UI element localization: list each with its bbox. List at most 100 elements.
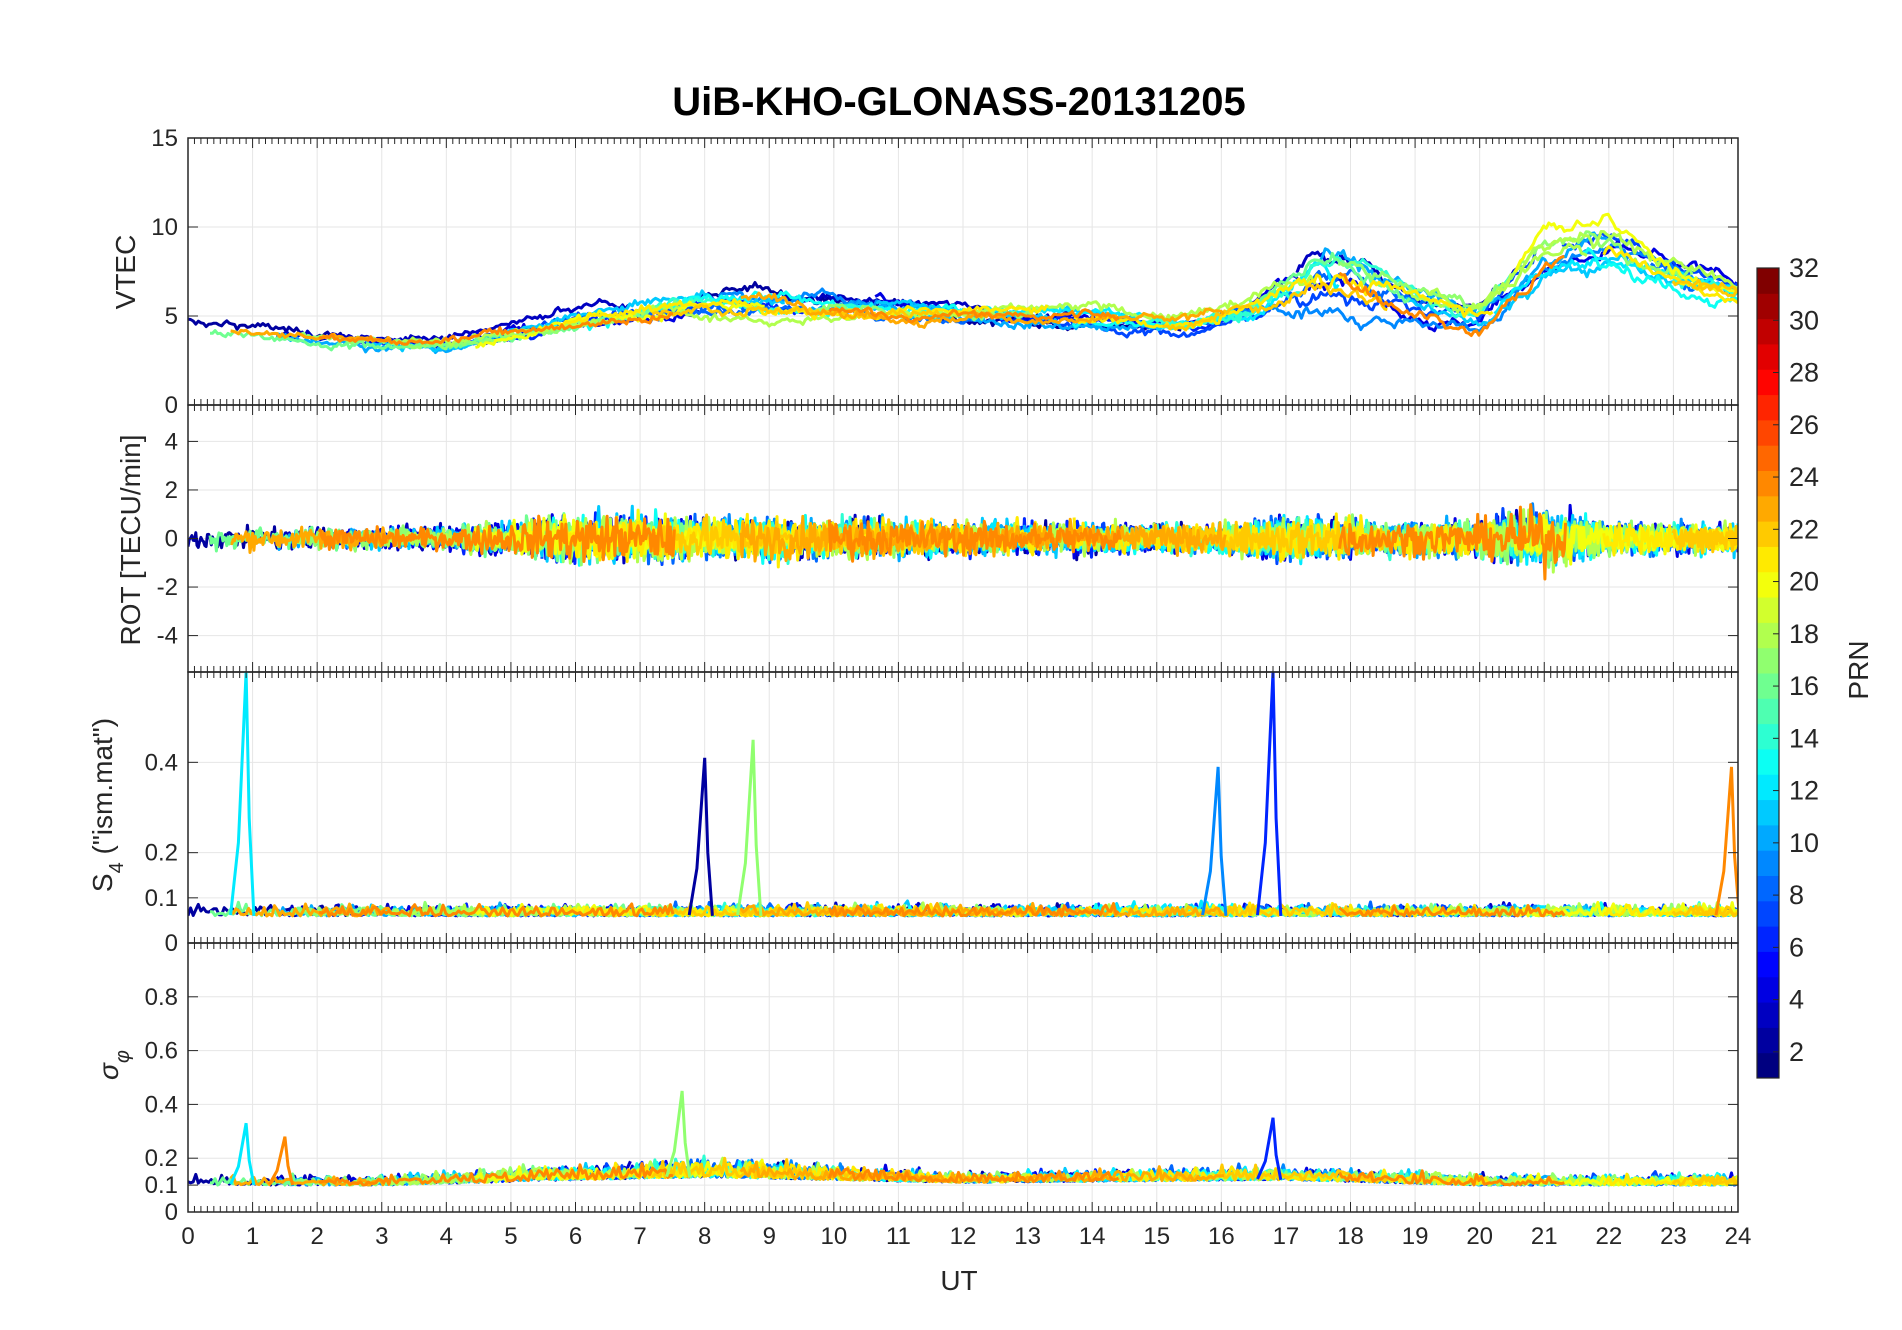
x-tick-label: 6 <box>569 1223 582 1250</box>
series-prn-24 <box>317 514 676 563</box>
colorbar-segment <box>1757 546 1779 573</box>
colorbar-segment <box>1757 799 1779 826</box>
series-prn-24 <box>1338 1169 1565 1187</box>
colorbar-segment <box>1757 445 1779 471</box>
spike-prn-6 <box>1256 672 1283 916</box>
x-tick-label: 19 <box>1402 1223 1429 1250</box>
spike-prn-24 <box>1714 766 1738 917</box>
sigma-phi-axis-label: σφ <box>93 1050 134 1080</box>
colorbar-segment <box>1757 698 1779 725</box>
y-tick-label: 0.1 <box>145 885 178 912</box>
colorbar-segment <box>1757 622 1779 649</box>
y-tick-label: 5 <box>165 303 178 330</box>
x-tick-label: 9 <box>763 1223 776 1250</box>
series-prn-24 <box>827 1167 1120 1184</box>
vtec-grid <box>187 137 1739 406</box>
series-prn-22 <box>1162 281 1388 332</box>
x-tick-label: 1 <box>246 1223 259 1250</box>
y-tick-label: 10 <box>151 214 178 241</box>
y-tick-label: -2 <box>157 574 178 601</box>
colorbar-segment <box>1757 673 1779 699</box>
colorbar-segment <box>1757 470 1779 497</box>
y-tick-label: 4 <box>165 428 178 455</box>
x-tick-label: 24 <box>1725 1223 1752 1250</box>
s4-ticks: 0 0.1 0.2 0.4 <box>145 672 1739 957</box>
series-prn-2 <box>188 902 349 917</box>
colorbar-segment <box>1757 521 1779 547</box>
x-tick-label: 14 <box>1079 1223 1106 1250</box>
series-prn-22 <box>651 303 943 320</box>
x-tick-label: 7 <box>633 1223 646 1250</box>
colorbar-tick-label: 20 <box>1789 567 1819 597</box>
colorbar-segment <box>1757 293 1779 320</box>
colorbar-tick-label: 8 <box>1789 880 1804 910</box>
series-prn-22 <box>1671 904 1738 918</box>
x-tick-label: 18 <box>1337 1223 1364 1250</box>
x-tick-label: 21 <box>1531 1223 1558 1250</box>
colorbar-tick-label: 14 <box>1789 723 1819 753</box>
colorbar-segment <box>1757 926 1779 952</box>
colorbar-tick-label: 6 <box>1789 932 1804 962</box>
series-prn-22 <box>1691 905 1737 918</box>
colorbar-tick-label: 2 <box>1789 1037 1804 1067</box>
series-prn-22 <box>1671 524 1738 555</box>
series-prn-21 <box>1602 245 1738 305</box>
colorbar-tick-label: 32 <box>1789 253 1819 283</box>
x-tick-label: 4 <box>440 1223 453 1250</box>
colorbar-segment <box>1757 318 1779 345</box>
x-tick-label: 23 <box>1660 1223 1687 1250</box>
sigma-panel: 00.10.20.40.60.80 1 2 3 4 5 6 7 8 9 10 11 12 13 14 15 16… <box>145 942 1752 1250</box>
spike-prn-17 <box>665 1090 692 1178</box>
series-prn-22 <box>1671 278 1738 294</box>
series-prn-24 <box>1338 254 1565 337</box>
colorbar-segment <box>1757 976 1779 1003</box>
y-tick-label: 0.6 <box>145 1038 178 1065</box>
colorbar-tick-label: 12 <box>1789 776 1819 806</box>
y-tick-label: 0 <box>165 526 178 553</box>
colorbar-label: PRN <box>1843 640 1874 699</box>
series-prn-21 <box>562 298 1049 325</box>
y-tick-label: 0.4 <box>145 1091 178 1118</box>
y-tick-label: 0.2 <box>145 840 178 867</box>
y-tick-label: 0.2 <box>145 1145 178 1172</box>
y-tick-label: 0 <box>165 392 178 419</box>
y-tick-label: -4 <box>157 623 178 650</box>
x-tick-label: 17 <box>1273 1223 1300 1250</box>
vtec-panel: 0 5 10 15 <box>151 125 1739 419</box>
colorbar-frame <box>1756 267 1780 1079</box>
colorbar-segment <box>1757 1002 1779 1028</box>
y-tick-label: 0 <box>165 930 178 957</box>
colorbar-segment <box>1757 1027 1779 1054</box>
spike-prn-2 <box>687 757 714 917</box>
series-prn-24 <box>827 519 1122 563</box>
spike-prn-6 <box>1256 1117 1283 1181</box>
colorbar-segment <box>1757 571 1779 598</box>
x-tick-label: 8 <box>698 1223 711 1250</box>
colorbar-tick-label: 16 <box>1789 671 1819 701</box>
s4-axis-label: S4 ("ism.mat") <box>87 718 128 892</box>
spike-prn-17 <box>736 739 763 916</box>
series-prn-24 <box>1338 503 1568 581</box>
colorbar-segment <box>1757 419 1779 446</box>
spike-prn-9 <box>1201 766 1228 917</box>
panels: 051015-4-202400.10.20.400.10.20.40.60.80… <box>145 125 1752 1250</box>
colorbar-segment <box>1757 748 1779 775</box>
rot-axis-label: ROT [TECU/min] <box>115 434 146 645</box>
y-tick-label: 2 <box>165 477 178 504</box>
y-tick-label: 0.1 <box>145 1172 178 1199</box>
series-prn-21 <box>1073 273 1494 331</box>
series-prn-13 <box>1582 247 1738 309</box>
x-tick-label: 15 <box>1143 1223 1170 1250</box>
x-tick-label: 13 <box>1014 1223 1041 1250</box>
colorbar-segment <box>1757 394 1779 421</box>
rot-traces <box>188 502 1738 581</box>
spike-prn-24 <box>268 1136 295 1186</box>
x-axis-label: UT <box>940 1265 977 1296</box>
series-prn-9 <box>1228 242 1714 333</box>
colorbar-segment <box>1757 1052 1779 1079</box>
colorbar-segment <box>1757 900 1779 927</box>
s4-panel: 0 0.1 0.2 0.4 <box>145 671 1739 957</box>
rot-panel: -4 -2 0 2 4 <box>157 404 1739 673</box>
series-prn-24 <box>318 902 675 918</box>
